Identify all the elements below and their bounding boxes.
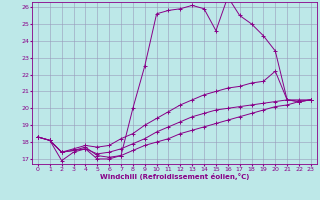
X-axis label: Windchill (Refroidissement éolien,°C): Windchill (Refroidissement éolien,°C) (100, 173, 249, 180)
